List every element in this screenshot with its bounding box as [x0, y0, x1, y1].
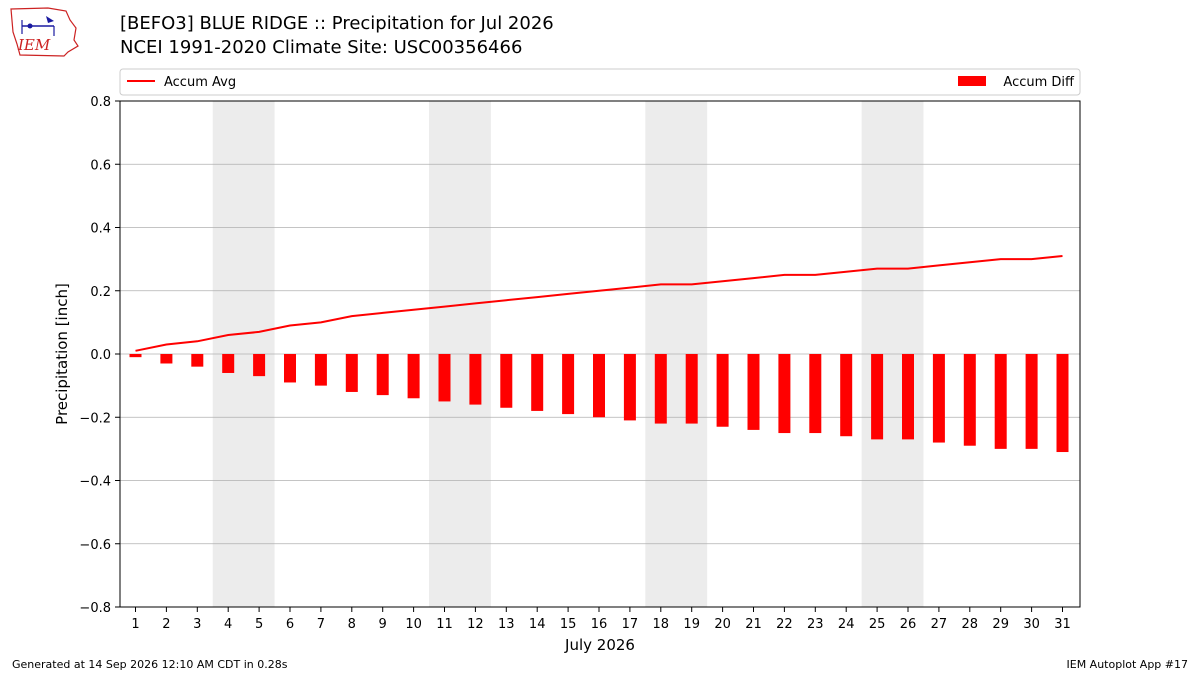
x-tick-label: 15	[560, 617, 577, 632]
bar-day-30	[1025, 354, 1038, 449]
legend: Accum Avg Accum Diff	[119, 68, 1081, 96]
x-tick-label: 20	[714, 617, 731, 632]
x-tick-label: 9	[379, 617, 387, 632]
legend-accum-diff: Accum Diff	[1003, 75, 1075, 90]
bar-day-15	[562, 354, 575, 415]
y-tick-label: 0.2	[90, 285, 111, 300]
bar-day-17	[623, 354, 636, 421]
bar-day-26	[902, 354, 914, 440]
logo-text: IEM	[17, 36, 51, 54]
y-tick-label: −0.2	[79, 411, 111, 426]
x-tick-label: 5	[255, 617, 263, 632]
x-tick-label: 7	[317, 617, 325, 632]
bar-day-3	[191, 354, 204, 367]
x-ticks: 1 2 3 4 5 6 7 8 9 10 11 12 13 14 15 16 17 18 19 20 21 22 23 24 2…	[131, 607, 1071, 632]
x-tick-label: 22	[776, 617, 793, 632]
bar-day-11	[438, 354, 451, 402]
accum-diff-bars	[129, 354, 1069, 453]
iem-logo: IEM	[10, 7, 79, 57]
generated-timestamp: Generated at 14 Sep 2026 12:10 AM CDT in…	[12, 658, 288, 671]
bar-day-1	[129, 354, 142, 358]
y-tick-label: −0.6	[79, 538, 111, 553]
legend-bar-swatch	[958, 76, 986, 86]
x-tick-label: 10	[405, 617, 422, 632]
x-tick-label: 11	[436, 617, 453, 632]
y-tick-label: 0.8	[90, 95, 111, 110]
x-tick-label: 13	[498, 617, 515, 632]
bar-day-25	[871, 354, 884, 440]
legend-frame	[119, 68, 1081, 96]
autoplot-app-label: IEM Autoplot App #17	[1066, 658, 1189, 671]
x-tick-label: 12	[467, 617, 484, 632]
y-ticks: 0.8 0.6 0.4 0.2 0.0 −0.2 −0.4 −0.6 −0.8	[79, 95, 120, 616]
bar-day-31	[1056, 354, 1069, 453]
x-tick-label: 6	[286, 617, 294, 632]
bar-day-14	[531, 354, 544, 411]
bar-day-13	[500, 354, 513, 408]
bar-day-12	[469, 354, 482, 405]
y-tick-label: 0.4	[90, 222, 111, 237]
bar-day-19	[685, 354, 698, 424]
x-tick-label: 4	[224, 617, 232, 632]
x-tick-label: 18	[653, 617, 670, 632]
x-tick-label: 25	[869, 617, 886, 632]
bar-day-20	[716, 354, 729, 427]
bar-day-27	[932, 354, 945, 443]
bar-day-5	[253, 354, 266, 377]
x-tick-label: 3	[193, 617, 201, 632]
bar-day-23	[809, 354, 822, 434]
x-axis-label: July 2026	[564, 636, 635, 654]
x-tick-label: 31	[1054, 617, 1071, 632]
x-tick-label: 1	[131, 617, 139, 632]
y-tick-label: 0.0	[90, 348, 111, 363]
x-tick-label: 28	[962, 617, 979, 632]
x-tick-label: 16	[591, 617, 608, 632]
bar-day-29	[994, 354, 1007, 449]
x-tick-label: 8	[348, 617, 356, 632]
x-tick-label: 23	[807, 617, 824, 632]
x-tick-label: 24	[838, 617, 855, 632]
x-tick-label: 30	[1023, 617, 1040, 632]
y-tick-label: 0.6	[90, 158, 111, 173]
y-tick-label: −0.8	[79, 601, 111, 616]
x-tick-label: 2	[162, 617, 170, 632]
y-tick-label: −0.4	[79, 475, 111, 490]
bar-day-8	[345, 354, 358, 392]
bar-day-6	[284, 354, 296, 383]
bar-day-22	[778, 354, 791, 434]
bar-day-21	[747, 354, 760, 430]
accum-avg-line	[135, 255, 1063, 352]
accum-avg-series-line	[135, 255, 1063, 352]
bar-day-4	[222, 354, 235, 373]
chart-title: [BEFO3] BLUE RIDGE :: Precipitation for …	[120, 13, 554, 34]
chart-subtitle: NCEI 1991-2020 Climate Site: USC00356466	[120, 37, 523, 58]
bar-day-16	[593, 354, 605, 418]
x-tick-label: 26	[900, 617, 917, 632]
bar-day-2	[160, 354, 173, 364]
bar-day-18	[654, 354, 667, 424]
bar-day-24	[840, 354, 853, 437]
x-tick-label: 17	[622, 617, 639, 632]
bar-day-9	[376, 354, 389, 396]
x-tick-label: 14	[529, 617, 546, 632]
y-axis-label: Precipitation [inch]	[53, 283, 71, 425]
legend-accum-avg: Accum Avg	[164, 75, 236, 90]
x-tick-label: 21	[745, 617, 762, 632]
bar-day-28	[963, 354, 976, 446]
bar-day-10	[407, 354, 420, 399]
x-tick-label: 19	[683, 617, 700, 632]
bar-day-7	[314, 354, 327, 386]
x-tick-label: 27	[931, 617, 948, 632]
x-tick-label: 29	[992, 617, 1009, 632]
